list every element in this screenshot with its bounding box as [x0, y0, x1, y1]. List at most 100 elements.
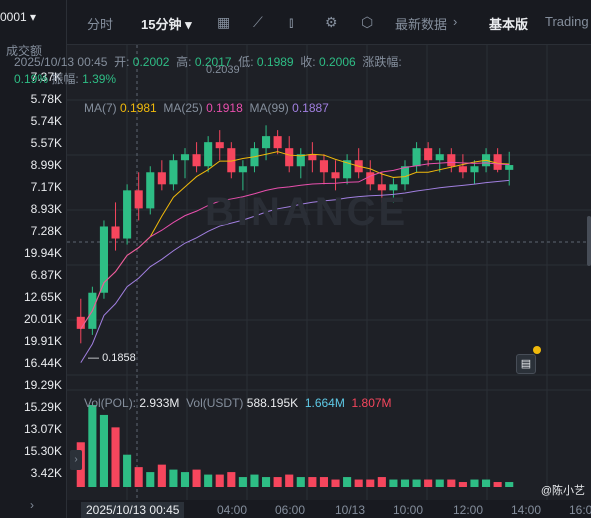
high-marker: 0.2039	[206, 64, 240, 76]
watermark: BINANCE	[205, 190, 409, 234]
volume-row: 19.94K	[23, 246, 62, 260]
volume-row: 7.28K	[30, 224, 62, 238]
volume-bar	[458, 482, 467, 487]
volume-bar	[99, 414, 108, 487]
volume-bar	[343, 477, 352, 487]
tick-label: 16:00	[569, 503, 591, 517]
ma-readout: MA(7) 0.1981 MA(25) 0.1918 MA(99) 0.1887	[84, 101, 329, 115]
volume-bar	[482, 479, 491, 487]
low-marker: — 0.1858	[88, 352, 136, 364]
candle-body	[238, 166, 247, 173]
volume-bar	[331, 479, 340, 487]
candle-body	[123, 190, 132, 239]
volume-bar	[319, 477, 328, 487]
candle-body	[470, 166, 479, 173]
chart-svg	[67, 45, 591, 500]
chevron-down-icon: ▾	[30, 10, 37, 24]
volume-row: 20.01K	[23, 312, 62, 326]
candle-body	[111, 226, 120, 239]
ma25-line	[80, 161, 510, 330]
open-value: 0.2002	[132, 55, 170, 69]
calendar-icon[interactable]: ▦	[217, 14, 231, 30]
amp-value: 1.39%	[82, 72, 117, 86]
volume-bar	[262, 477, 271, 487]
candle-icon[interactable]: ⫾	[289, 14, 294, 30]
volume-row: 7.37K	[30, 70, 62, 84]
ma99-label: MA(99)	[249, 101, 289, 115]
ma25-label: MA(25)	[163, 101, 203, 115]
volume-bar	[273, 477, 282, 487]
volume-bar	[377, 477, 386, 487]
volume-bar	[204, 474, 213, 487]
candle-body	[412, 148, 421, 167]
chart-control-icon[interactable]: ▤	[516, 354, 536, 374]
candle-body	[146, 172, 155, 209]
volume-bar	[296, 477, 305, 487]
tick-selected: 2025/10/13 00:45	[81, 502, 185, 518]
ma99-line	[80, 179, 510, 363]
high-value: 0.2017	[194, 55, 232, 69]
settings-icon[interactable]: ⚙	[325, 14, 338, 30]
volume-row: 13.07K	[23, 422, 62, 436]
tab-interval[interactable]: 15分钟 ▾	[141, 17, 192, 32]
volume-bar	[308, 477, 317, 487]
volume-bar	[169, 469, 178, 487]
chevron-right-icon[interactable]: ›	[30, 498, 34, 512]
candle-body	[435, 154, 444, 161]
ma7-value: 0.1981	[120, 101, 157, 115]
line-chart-icon[interactable]: ⟋	[253, 14, 263, 30]
candle-body	[204, 142, 213, 167]
candle-body	[99, 226, 108, 293]
volume-bar	[435, 479, 444, 487]
volume-bar	[123, 454, 132, 487]
collapse-arrow-icon[interactable]: ›	[70, 450, 82, 470]
volume-bar	[470, 479, 479, 487]
volume-bar	[424, 479, 433, 487]
open-label: 开:	[114, 55, 130, 69]
basic-version-button[interactable]: 基本版	[489, 17, 529, 32]
vol-v1: 1.664M	[304, 396, 345, 410]
tick-label: 06:00	[275, 503, 306, 517]
volume-bar	[227, 472, 236, 487]
latest-data-button[interactable]: 最新数据	[395, 17, 448, 32]
candle-body	[458, 166, 467, 173]
volume-row: 6.87K	[30, 268, 62, 282]
ma25-value: 0.1918	[206, 101, 243, 115]
vol-v2: 1.807M	[351, 396, 392, 410]
tab-time[interactable]: 分时	[87, 17, 114, 32]
ma7-label: MA(7)	[84, 101, 117, 115]
volume-bar	[88, 405, 97, 487]
candle-body	[319, 160, 328, 173]
scrollbar[interactable]	[587, 216, 591, 266]
volume-row: 5.78K	[30, 92, 62, 106]
candle-body	[331, 172, 340, 179]
candle-body	[400, 166, 410, 185]
price-chart[interactable]	[67, 45, 591, 500]
volume-bar	[250, 474, 259, 487]
volume-bar	[192, 469, 201, 487]
candle-body	[169, 160, 178, 185]
vol-value: 2.933M	[139, 396, 180, 410]
tick-label: 04:00	[217, 503, 248, 517]
volume-bar	[134, 467, 143, 487]
ohlc-datetime: 2025/10/13 00:45	[14, 55, 108, 69]
tick-label: 14:00	[511, 503, 542, 517]
time-axis: 2025/10/13 00:45 04:00 06:00 10/13 10:00…	[67, 500, 591, 518]
candle-body	[180, 154, 190, 161]
candle-body	[505, 165, 514, 170]
column-header: 成交额	[6, 44, 43, 58]
tick-label: 12:00	[453, 503, 484, 517]
vol-label: Vol(POL):	[84, 396, 137, 410]
amp-label: 振幅:	[51, 72, 79, 86]
candle-body	[227, 148, 236, 173]
hexagon-icon[interactable]: ⬡	[361, 14, 374, 30]
low-label: 低:	[238, 55, 254, 69]
ma99-value: 0.1887	[292, 101, 329, 115]
volume-row: 19.29K	[23, 378, 62, 392]
volume-row: 16.44K	[23, 356, 62, 370]
tradingview-button[interactable]: Trading	[545, 14, 589, 29]
candle-body	[343, 160, 352, 179]
pair-header[interactable]: 0001 ▾	[0, 10, 37, 24]
ma7-line	[80, 151, 510, 330]
chevron-right-icon[interactable]: ›	[453, 14, 458, 29]
